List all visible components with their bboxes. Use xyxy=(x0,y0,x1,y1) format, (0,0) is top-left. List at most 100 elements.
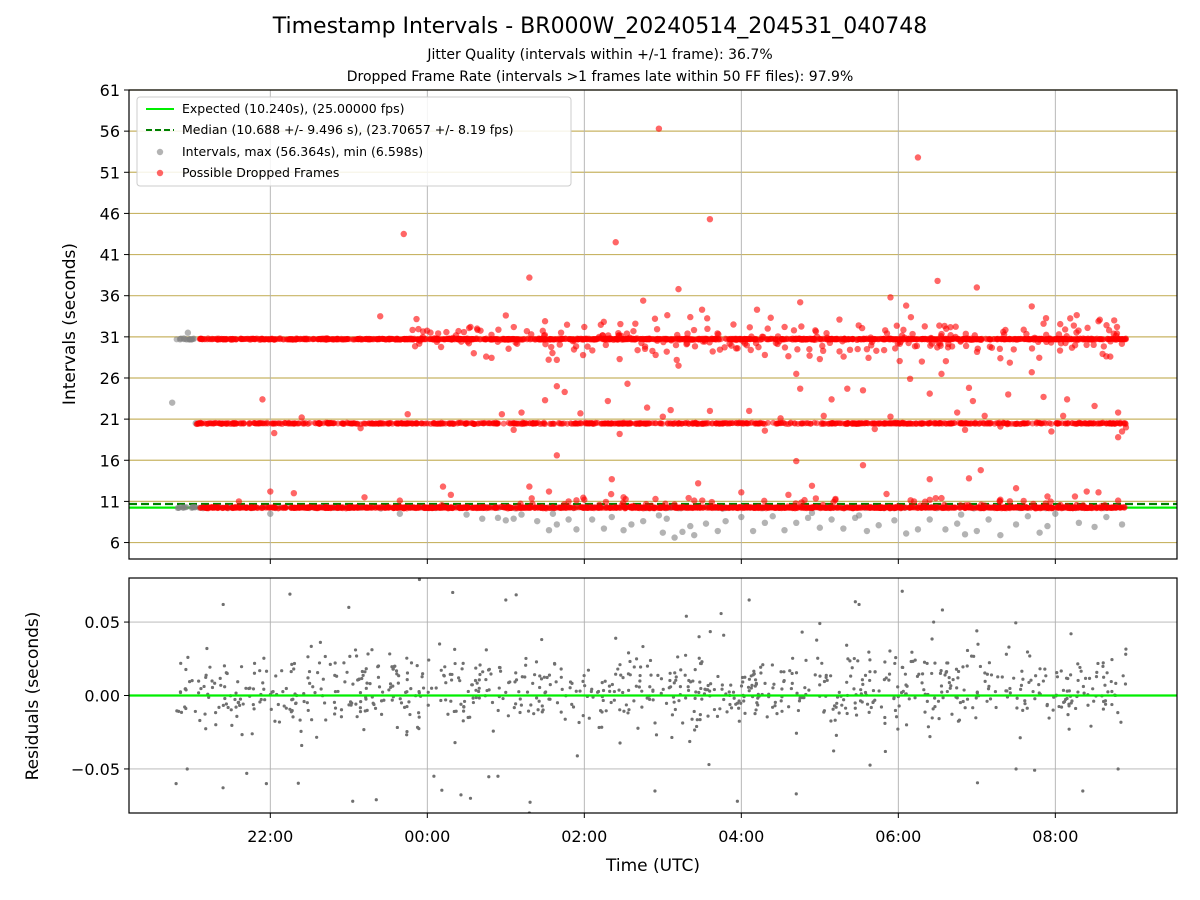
residual-point xyxy=(432,774,436,778)
residual-point xyxy=(210,685,215,690)
interval-point xyxy=(1103,513,1110,521)
residual-point xyxy=(308,681,312,685)
interval-point xyxy=(902,530,910,537)
residual-point xyxy=(752,669,756,673)
dropped-frame-point xyxy=(652,495,659,503)
dropped-frame-point xyxy=(1099,350,1106,358)
residual-point xyxy=(743,675,747,679)
residual-point xyxy=(645,696,649,700)
dropped-frame-point xyxy=(217,420,224,427)
dropped-frame-point xyxy=(315,336,322,343)
interval-point xyxy=(659,529,667,536)
interval-point xyxy=(769,513,776,520)
dropped-frame-point xyxy=(1109,504,1116,511)
residual-point xyxy=(1076,690,1080,694)
dropped-frame-point xyxy=(907,497,914,504)
dropped-frame-point xyxy=(1114,497,1122,504)
dropped-frame-point xyxy=(981,412,988,420)
residual-point xyxy=(568,686,572,690)
residual-point xyxy=(449,699,453,703)
dropped-frame-point xyxy=(864,420,871,427)
dropped-frame-point xyxy=(764,325,771,332)
residual-point xyxy=(965,664,969,668)
dropped-frame-point xyxy=(624,420,631,427)
residual-point xyxy=(850,666,854,670)
interval-point xyxy=(997,531,1004,539)
dropped-frame-point xyxy=(927,334,935,342)
residuals-y-axis: −0.050.000.05 xyxy=(71,613,129,779)
residual-point xyxy=(853,706,857,710)
residual-point xyxy=(276,702,280,707)
dropped-frame-point xyxy=(907,313,915,321)
dropped-frame-point xyxy=(691,497,698,504)
dropped-frame-point xyxy=(981,420,988,427)
dropped-frame-point xyxy=(639,297,647,304)
dropped-frame-point xyxy=(510,323,517,331)
dropped-frame-point xyxy=(1005,391,1012,398)
dropped-frame-point xyxy=(891,345,899,352)
residual-point xyxy=(904,723,909,727)
dropped-frame-point xyxy=(563,321,571,328)
dropped-frame-point xyxy=(952,333,959,341)
dropped-frame-point xyxy=(526,483,533,490)
dropped-frame-point xyxy=(784,503,791,510)
interval-point xyxy=(588,516,596,523)
dropped-frame-point xyxy=(928,340,936,347)
dropped-frame-point xyxy=(301,335,308,342)
dropped-frame-point xyxy=(634,335,641,342)
dropped-frame-point xyxy=(732,420,739,427)
dropped-frame-point xyxy=(858,324,866,332)
dropped-frame-point xyxy=(556,341,563,348)
dropped-frame-point xyxy=(267,488,274,495)
dropped-frame-point xyxy=(972,420,979,427)
dropped-frame-point xyxy=(777,420,784,427)
residual-point xyxy=(716,674,720,679)
residual-point xyxy=(1121,674,1125,678)
interval-point xyxy=(494,514,502,522)
dropped-frame-point xyxy=(545,488,553,495)
dropped-frame-point xyxy=(513,340,521,347)
interval-point xyxy=(961,531,969,538)
dropped-frame-point xyxy=(259,505,266,512)
dropped-frame-point xyxy=(295,504,302,511)
interval-point xyxy=(781,527,788,534)
residual-point xyxy=(373,706,378,710)
dropped-frame-point xyxy=(952,323,959,330)
y-tick-label: 26 xyxy=(100,369,120,388)
dropped-frame-point xyxy=(199,504,206,511)
residual-point xyxy=(477,689,481,694)
dropped-frame-point xyxy=(553,356,561,364)
dropped-frame-point xyxy=(868,342,875,349)
dropped-frame-point xyxy=(1100,343,1108,350)
dropped-frame-point xyxy=(996,345,1004,353)
dropped-frame-point xyxy=(917,502,924,509)
dropped-frame-point xyxy=(483,335,490,342)
dropped-frame-point xyxy=(470,350,478,357)
dropped-frame-point xyxy=(767,314,774,321)
residual-point xyxy=(310,718,314,722)
dropped-frame-point xyxy=(819,342,826,350)
dropped-frame-point xyxy=(957,502,964,509)
residual-point xyxy=(234,691,238,695)
dropped-frame-point xyxy=(1077,419,1084,426)
dropped-frame-point xyxy=(1096,336,1103,343)
dropped-frame-point xyxy=(793,370,800,378)
residual-point xyxy=(214,711,218,715)
dropped-frame-point xyxy=(495,326,502,333)
dropped-frame-point xyxy=(1059,412,1067,420)
chart-title: Timestamp Intervals - BR000W_20240514_20… xyxy=(272,14,928,39)
dropped-frame-point xyxy=(562,335,569,343)
residual-point xyxy=(358,710,363,714)
residual-point xyxy=(315,735,319,739)
residual-point xyxy=(395,725,399,730)
interval-point xyxy=(502,517,510,524)
dropped-frame-point xyxy=(685,420,692,427)
dropped-frame-point xyxy=(498,503,505,510)
dropped-frame-point xyxy=(1071,342,1079,349)
dropped-frame-point xyxy=(1006,498,1014,505)
dropped-frame-point xyxy=(844,385,851,392)
residual-point xyxy=(690,717,694,721)
dropped-frame-point xyxy=(488,331,495,339)
dropped-frame-point xyxy=(1091,402,1098,410)
dropped-frame-point xyxy=(604,397,612,405)
